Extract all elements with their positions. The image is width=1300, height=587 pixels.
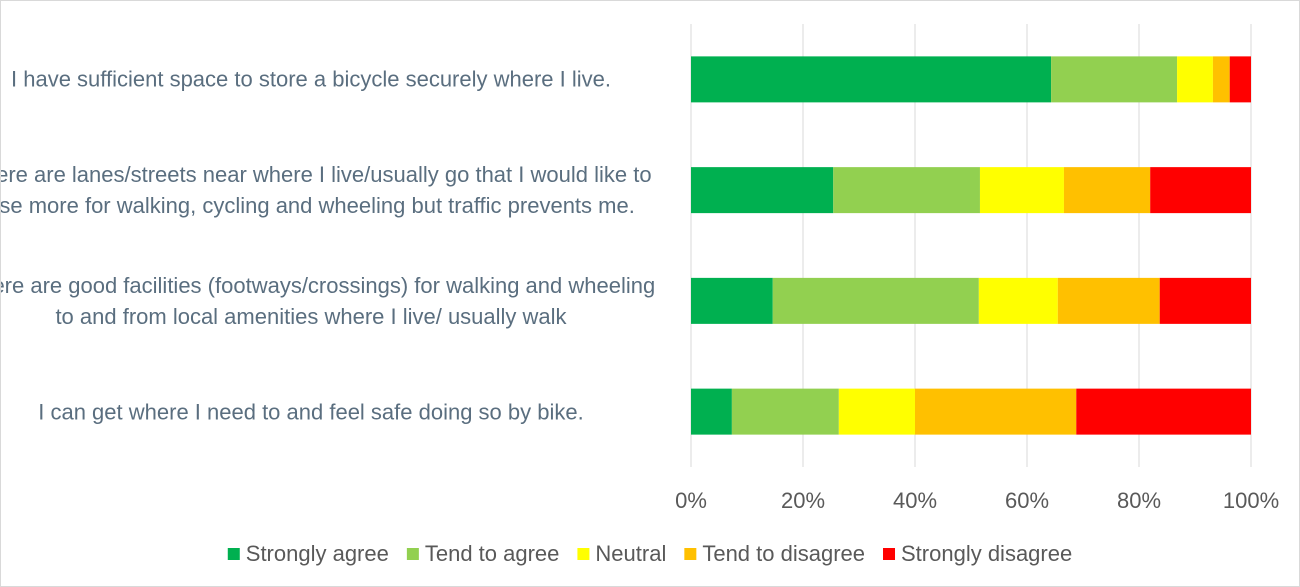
bar-segment — [691, 167, 834, 214]
x-tick-label: 40% — [893, 488, 937, 513]
bar-segment — [1150, 167, 1251, 214]
bar-segment — [979, 167, 1064, 214]
x-tick-label: 100% — [1223, 488, 1279, 513]
bar-segment — [772, 277, 979, 324]
bar-segment — [978, 277, 1058, 324]
x-tick-label: 0% — [675, 488, 707, 513]
legend-swatch — [684, 548, 697, 560]
legend-swatch — [227, 548, 240, 560]
bar-segment — [915, 388, 1077, 435]
bar-segment — [1229, 56, 1251, 103]
bar-segment — [691, 277, 773, 324]
x-tick-label: 20% — [781, 488, 825, 513]
bar-segment — [1063, 167, 1151, 214]
bar-segment — [1051, 56, 1178, 103]
legend-label: Tend to disagree — [702, 541, 865, 566]
x-tick-label: 60% — [1005, 488, 1049, 513]
legend-label: Neutral — [595, 541, 666, 566]
y-tick-label: There are lanes/streets near where I liv… — [0, 162, 652, 219]
legend-label: Strongly disagree — [901, 541, 1072, 566]
y-tick-label: I have sufficient space to store a bicyc… — [11, 66, 611, 92]
bar-segment — [1159, 277, 1251, 324]
bar-segment — [838, 388, 915, 435]
bar-segment — [1076, 388, 1251, 435]
legend-swatch — [577, 548, 590, 560]
bar-segment — [833, 167, 980, 214]
legend-swatch — [406, 548, 419, 560]
bar-segment — [731, 388, 839, 435]
bar-segment — [1057, 277, 1160, 324]
legend-label: Tend to agree — [425, 541, 560, 566]
legend-swatch — [883, 548, 896, 560]
bar-segment — [1212, 56, 1230, 103]
bar-segment — [691, 56, 1052, 103]
x-tick-label: 80% — [1117, 488, 1161, 513]
legend-label: Strongly agree — [246, 541, 389, 566]
bar-segment — [691, 388, 732, 435]
y-tick-label: I can get where I need to and feel safe … — [38, 399, 584, 425]
bar-segment — [1177, 56, 1213, 103]
y-tick-label: There are good facilities (footways/cros… — [0, 272, 656, 329]
